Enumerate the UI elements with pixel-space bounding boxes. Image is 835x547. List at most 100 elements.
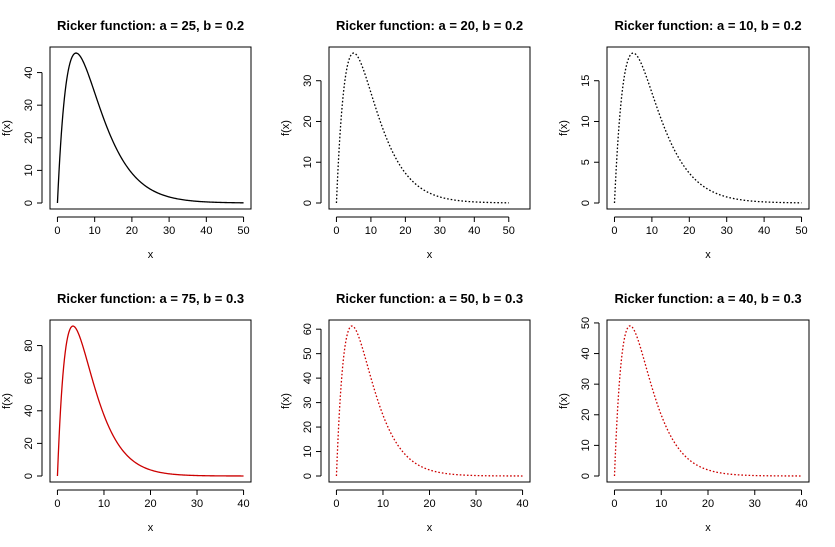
plot-frame: [49, 319, 252, 483]
y-tick-label: 0: [580, 473, 592, 479]
x-tick-label: 20: [683, 225, 695, 237]
chart-title: Ricker function: a = 10, b = 0.2: [614, 18, 801, 33]
x-tick-label: 0: [333, 225, 339, 237]
x-tick-label: 30: [721, 225, 733, 237]
chart-panel-2: Ricker function: a = 20, b = 0.2 0 10 20 30 4…: [280, 18, 531, 261]
y-tick-label: 10: [302, 156, 314, 168]
x-tick-label: 0: [611, 225, 617, 237]
x-tick-label: 40: [237, 498, 249, 510]
y-tick-label: 10: [580, 439, 592, 451]
y-tick-label: 20: [302, 115, 314, 127]
y-tick-label: 20: [23, 132, 35, 144]
x-tick-label: 30: [749, 498, 761, 510]
ricker-curve-line: [56, 325, 244, 477]
x-axis-label: x: [705, 249, 711, 261]
x-axis-label: x: [427, 249, 433, 261]
y-axis-label: f(x): [558, 120, 570, 136]
x-tick-label: 40: [468, 225, 480, 237]
x-tick-label: 50: [795, 225, 807, 237]
chart-title: Ricker function: a = 20, b = 0.2: [336, 18, 523, 33]
y-tick-label: 30: [580, 378, 592, 390]
ricker-curve-line: [56, 52, 244, 204]
y-tick-label: 0: [23, 473, 35, 479]
chart-panel-6: Ricker function: a = 40, b = 0.3 0 10 20 30 4…: [558, 291, 810, 534]
x-tick-label: 10: [655, 498, 667, 510]
ricker-curve-line: [613, 325, 802, 477]
x-tick-label: 20: [399, 225, 411, 237]
x-tick-label: 20: [702, 498, 714, 510]
chart-panel-5: Ricker function: a = 50, b = 0.3 0 10 20 30 4…: [280, 291, 531, 534]
y-axis-label: f(x): [280, 393, 292, 409]
x-tick-label: 0: [611, 498, 617, 510]
y-tick-label: 5: [580, 159, 592, 165]
x-tick-label: 10: [98, 498, 110, 510]
y-tick-label: 30: [302, 396, 314, 408]
ricker-curve-line: [335, 325, 523, 477]
y-tick-label: 40: [23, 405, 35, 417]
y-axis-label: f(x): [1, 120, 13, 136]
x-tick-label: 0: [54, 498, 60, 510]
y-axis-label: f(x): [1, 393, 13, 409]
y-tick-label: 20: [580, 409, 592, 421]
x-tick-label: 40: [200, 225, 212, 237]
x-tick-label: 20: [144, 498, 156, 510]
x-tick-label: 10: [646, 225, 658, 237]
y-tick-label: 50: [302, 348, 314, 360]
x-axis-label: x: [705, 522, 711, 534]
chart-panel-1: Ricker function: a = 25, b = 0.2 0 10 20 30 4…: [1, 18, 252, 261]
x-tick-label: 0: [333, 498, 339, 510]
y-tick-label: 30: [23, 99, 35, 111]
plot-frame: [49, 46, 252, 210]
y-tick-label: 20: [23, 437, 35, 449]
x-tick-label: 20: [423, 498, 435, 510]
x-axis-label: x: [427, 522, 433, 534]
y-tick-label: 60: [302, 323, 314, 335]
chart-panel-3: Ricker function: a = 10, b = 0.2 0 10 20 30 4…: [558, 18, 810, 261]
x-tick-label: 20: [126, 225, 138, 237]
x-tick-label: 30: [191, 498, 203, 510]
x-tick-label: 30: [434, 225, 446, 237]
y-tick-label: 50: [580, 317, 592, 329]
chart-title: Ricker function: a = 40, b = 0.3: [614, 291, 801, 306]
plot-frame: [606, 46, 810, 210]
y-tick-label: 40: [23, 66, 35, 78]
y-tick-label: 0: [580, 200, 592, 206]
y-tick-label: 30: [302, 75, 314, 87]
chart-title: Ricker function: a = 50, b = 0.3: [336, 291, 523, 306]
y-tick-label: 0: [302, 200, 314, 206]
y-tick-label: 15: [580, 75, 592, 87]
y-tick-label: 80: [23, 339, 35, 351]
y-tick-label: 10: [580, 115, 592, 127]
y-tick-label: 10: [302, 445, 314, 457]
x-tick-label: 0: [54, 225, 60, 237]
x-tick-label: 40: [795, 498, 807, 510]
y-tick-label: 40: [580, 347, 592, 359]
ricker-curve-line: [335, 52, 509, 204]
y-tick-label: 60: [23, 372, 35, 384]
x-tick-label: 10: [365, 225, 377, 237]
x-tick-label: 30: [470, 498, 482, 510]
x-tick-label: 40: [516, 498, 528, 510]
plot-frame: [606, 319, 810, 483]
y-axis-label: f(x): [280, 120, 292, 136]
x-tick-label: 50: [503, 225, 515, 237]
plot-frame: [328, 46, 531, 210]
y-tick-label: 20: [302, 421, 314, 433]
y-tick-label: 40: [302, 372, 314, 384]
x-axis-label: x: [148, 522, 154, 534]
x-axis-label: x: [148, 249, 154, 261]
chart-panel-4: Ricker function: a = 75, b = 0.3 0 10 20 30 4…: [1, 291, 252, 534]
y-tick-label: 10: [23, 164, 35, 176]
plot-frame: [328, 319, 531, 483]
x-tick-label: 50: [237, 225, 249, 237]
x-tick-label: 40: [758, 225, 770, 237]
y-tick-label: 0: [23, 200, 35, 206]
chart-title: Ricker function: a = 25, b = 0.2: [57, 18, 244, 33]
x-tick-label: 30: [163, 225, 175, 237]
ricker-curve-line: [613, 52, 802, 204]
x-tick-label: 10: [89, 225, 101, 237]
y-tick-label: 0: [302, 473, 314, 479]
chart-title: Ricker function: a = 75, b = 0.3: [57, 291, 244, 306]
x-tick-label: 10: [377, 498, 389, 510]
